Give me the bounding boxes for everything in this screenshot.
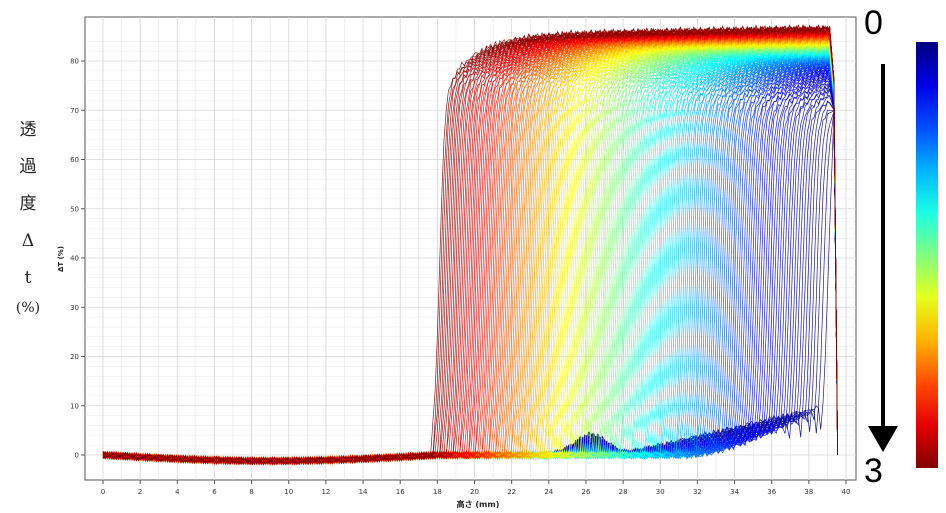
time-arrow-head xyxy=(868,426,898,452)
side-label-char-3: 度 xyxy=(19,194,37,214)
x-tick-label: 32 xyxy=(693,488,702,496)
colorbar xyxy=(868,42,938,468)
y-tick-label: 20 xyxy=(70,353,79,361)
x-tick-label: 36 xyxy=(767,488,776,496)
x-tick-label: 24 xyxy=(544,488,553,496)
x-tick-label: 18 xyxy=(433,488,442,496)
y-tick-label: 0 xyxy=(75,452,79,460)
x-tick-label: 30 xyxy=(656,488,665,496)
profile-line xyxy=(102,24,838,466)
x-tick-label: 38 xyxy=(804,488,813,496)
x-tick-label: 22 xyxy=(507,488,516,496)
y-axis-title: ΔT (%) xyxy=(57,246,65,272)
side-label-char-5: t xyxy=(24,268,32,288)
y-tick-label: 30 xyxy=(70,304,79,312)
x-tick-label: 10 xyxy=(284,488,293,496)
x-tick-label: 26 xyxy=(581,488,590,496)
x-tick-label: 34 xyxy=(730,488,739,496)
x-tick-label: 2 xyxy=(138,488,142,496)
arrow-start-label: 0 xyxy=(864,4,883,42)
y-tick-label: 40 xyxy=(70,255,79,263)
x-tick-label: 8 xyxy=(249,488,253,496)
x-tick-label: 14 xyxy=(359,488,368,496)
side-label-char-1: 透 xyxy=(19,120,37,140)
y-tick-label: 60 xyxy=(70,156,79,164)
colorbar-rect xyxy=(916,42,938,468)
x-tick-label: 0 xyxy=(101,488,105,496)
x-tick-label: 12 xyxy=(321,488,330,496)
x-tick-label: 16 xyxy=(396,488,405,496)
x-axis-title: 高さ (mm) xyxy=(457,499,500,509)
x-tick-label: 20 xyxy=(470,488,479,496)
y-tick-label: 70 xyxy=(70,107,79,115)
side-axis-label: 透 過 度 Δ t (%) xyxy=(10,122,46,335)
side-label-unit: (%) xyxy=(15,300,41,316)
x-tick-label: 6 xyxy=(212,488,217,496)
arrow-end-label: 3 xyxy=(864,452,883,490)
side-label-char-4: Δ xyxy=(21,231,35,251)
side-label-char-2: 過 xyxy=(19,157,37,177)
series-lines xyxy=(102,24,838,466)
y-tick-label: 50 xyxy=(70,205,79,213)
x-tick-label: 28 xyxy=(619,488,628,496)
x-tick-label: 40 xyxy=(842,488,851,496)
axes: 0 2 4 6 8 10 12 14 16 18 20 22 24 26 28 30 32 34 36 38 40010… xyxy=(57,58,850,510)
y-tick-label: 10 xyxy=(70,402,79,410)
y-tick-label: 80 xyxy=(70,58,79,66)
x-tick-label: 4 xyxy=(175,488,180,496)
